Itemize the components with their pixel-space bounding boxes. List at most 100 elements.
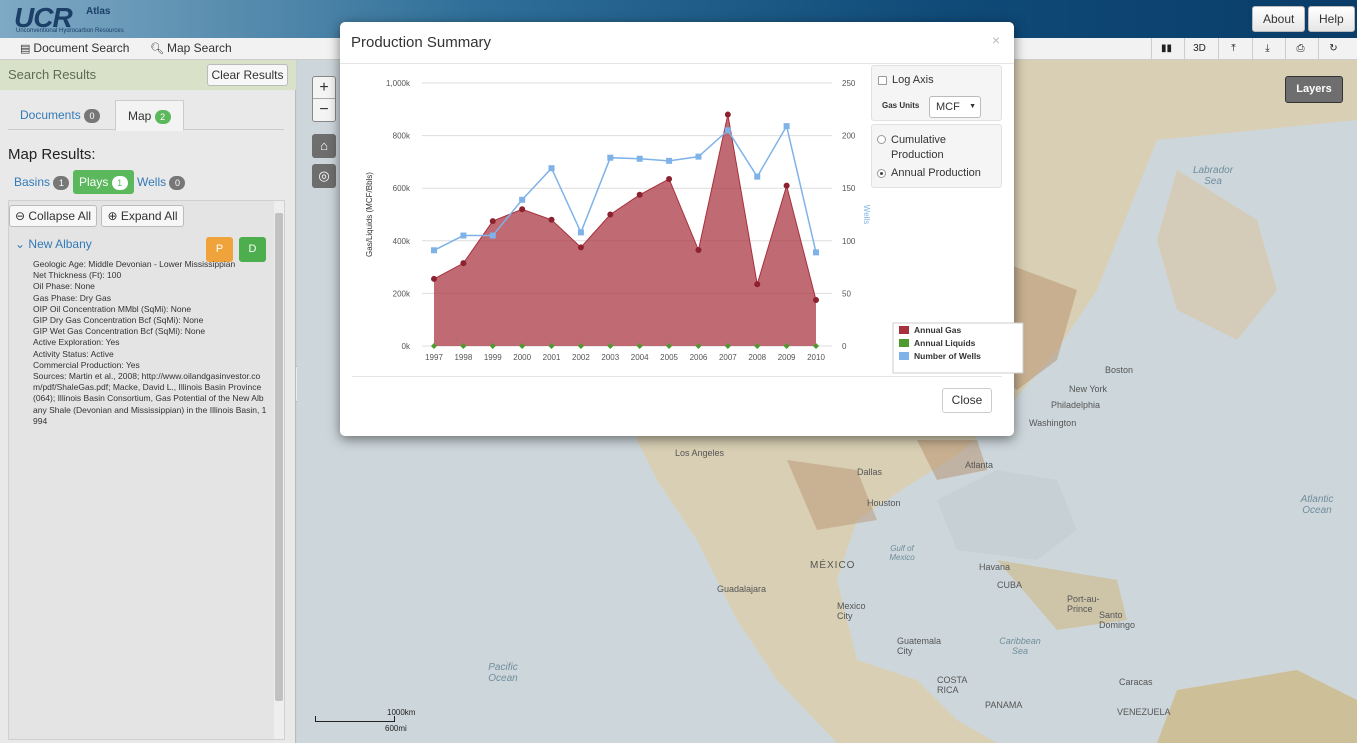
print-button[interactable]: ⎙	[1285, 38, 1315, 60]
annual-radio[interactable]	[877, 169, 886, 178]
caret-down-icon: ▼	[969, 103, 976, 110]
tab-map[interactable]: Map 2	[115, 100, 184, 131]
legend-annual-gas-label: Annual Gas	[914, 325, 962, 335]
annual-liquids-point	[607, 343, 614, 349]
map-label-guadalajara: Guadalajara	[717, 584, 767, 594]
production-button[interactable]: P	[206, 237, 233, 262]
expand-all-button[interactable]: ⊕ Expand All	[101, 205, 184, 227]
cumulative-label: Cumulative Production	[891, 134, 947, 161]
legend-annual-liquids-label: Annual Liquids	[914, 338, 976, 348]
x-tick-label: 2002	[572, 353, 590, 362]
x-tick-label: 2001	[543, 353, 561, 362]
map-label-port-au-prince: Port-au-Prince	[1067, 594, 1100, 614]
map-label-panama: PANAMA	[985, 700, 1023, 710]
production-mode-panel: Cumulative Production Annual Production	[871, 124, 1002, 188]
filter-basins[interactable]: Basins 1	[8, 170, 75, 194]
gas-units-select[interactable]: MCF ▼	[929, 96, 981, 118]
x-tick-label: 2005	[660, 353, 678, 362]
number-of-wells-point	[666, 157, 673, 164]
filter-plays-label: Plays	[79, 175, 109, 189]
filter-wells[interactable]: Wells 0	[131, 170, 191, 194]
map-label-dallas: Dallas	[857, 467, 883, 477]
annual-gas-line	[433, 114, 817, 301]
detail-gas-phase: Gas Phase: Dry Gas	[33, 292, 111, 303]
wells-count-badge: 0	[169, 175, 186, 190]
home-button[interactable]: ⌂	[312, 134, 336, 158]
documents-button[interactable]: D	[239, 237, 266, 262]
detail-activity-status: Activity Status: Active	[33, 348, 114, 359]
x-tick-label: 2006	[690, 353, 708, 362]
about-button[interactable]: About	[1252, 6, 1306, 32]
annual-label: Annual Production	[891, 167, 981, 179]
y-tick-label: 800k	[393, 132, 411, 141]
annual-liquids-point	[783, 343, 790, 349]
x-tick-label: 2003	[601, 353, 619, 362]
number-of-wells-point	[813, 249, 819, 256]
scrollbar-thumb[interactable]	[275, 213, 283, 701]
x-tick-label: 1998	[454, 353, 472, 362]
close-button[interactable]: Close	[942, 388, 992, 413]
detail-commercial-production: Commercial Production: Yes	[33, 359, 140, 370]
x-tick-label: 1997	[425, 353, 443, 362]
collapse-all-button[interactable]: ⊖ Collapse All	[9, 205, 97, 227]
bar-chart-button[interactable]: ▮▮	[1151, 38, 1181, 60]
y-tick-label: 200k	[393, 289, 411, 298]
crosshair-icon: ◎	[318, 168, 330, 183]
document-search-tab[interactable]: ▤ Document Search	[20, 41, 129, 55]
refresh-button[interactable]: ↻	[1318, 38, 1348, 60]
y2-axis-title: Wells	[862, 205, 871, 224]
gas-units-label: Gas Units	[882, 101, 920, 110]
legend-number-of-wells-swatch	[899, 352, 909, 360]
annual-gas-point	[636, 191, 643, 198]
map-search-tab[interactable]: 🔍︎ Map Search	[150, 41, 232, 55]
help-button[interactable]: Help	[1308, 6, 1355, 32]
detail-oip-oil: OIP Oil Concentration MMbl (SqMi): None	[33, 303, 192, 314]
filter-plays[interactable]: Plays 1	[73, 170, 134, 194]
layers-button[interactable]: Layers	[1285, 76, 1343, 103]
map-search-label: Map Search	[166, 41, 232, 55]
number-of-wells-point	[607, 154, 614, 161]
modal-close-x-icon[interactable]: ×	[992, 32, 1001, 48]
annual-gas-point	[548, 216, 555, 223]
log-axis-checkbox[interactable]	[878, 76, 887, 85]
result-item-new-albany[interactable]: ⌄ New Albany	[15, 237, 92, 251]
annual-liquids-point	[460, 343, 467, 349]
results-scrollbar[interactable]	[274, 201, 284, 739]
search-icon: 🔍︎	[150, 43, 164, 55]
clear-results-button[interactable]: Clear Results	[207, 64, 288, 86]
3d-icon: 3D	[1193, 43, 1206, 54]
locate-button[interactable]: ◎	[312, 164, 336, 188]
zoom-in-button[interactable]: +	[313, 77, 335, 99]
y-tick-label: 0k	[402, 342, 411, 351]
y-tick-label: 400k	[393, 237, 411, 246]
scale-mi-label: 600mi	[385, 724, 407, 733]
number-of-wells-point	[460, 232, 467, 239]
annual-gas-point	[519, 206, 526, 213]
minus-circle-icon: ⊖	[14, 209, 25, 223]
map-label-caribbean-sea: Caribbean Sea	[999, 636, 1041, 656]
3d-button[interactable]: 3D	[1184, 38, 1214, 60]
map-label-boston: Boston	[1105, 365, 1134, 375]
download-button[interactable]: ⤓	[1252, 38, 1282, 60]
detail-gip-dry: GIP Dry Gas Concentration Bcf (SqMi): No…	[33, 315, 204, 326]
zoom-out-button[interactable]: −	[319, 101, 329, 118]
annual-gas-point	[607, 211, 614, 218]
annual-gas-point	[577, 244, 584, 251]
y-tick-label: 600k	[393, 184, 411, 193]
modal-footer-divider	[352, 376, 1002, 377]
upload-button[interactable]: ⤒	[1218, 38, 1248, 60]
tab-documents[interactable]: Documents 0	[8, 100, 112, 131]
annual-liquids-point	[489, 343, 496, 349]
filter-basins-label: Basins	[14, 175, 51, 189]
download-icon: ⤓	[1265, 43, 1270, 54]
documents-count-badge: 0	[84, 108, 101, 123]
detail-gip-wet: GIP Wet Gas Concentration Bcf (SqMi): No…	[33, 326, 206, 337]
y2-tick-label: 50	[842, 289, 851, 298]
annual-liquids-point	[431, 343, 437, 349]
y-tick-label: 1,000k	[386, 79, 411, 88]
cumulative-radio[interactable]	[877, 135, 886, 144]
results-list: ⊖ Collapse All ⊕ Expand All ⌄ New Albany…	[8, 200, 285, 740]
map-label-venezuela: VENEZUELA	[1117, 707, 1171, 717]
ucr-atlas-logo[interactable]: UCR Atlas Unconventional Hydrocarbon Res…	[6, 2, 146, 36]
logo-subtitle: Unconventional Hydrocarbon Resources	[16, 28, 124, 34]
